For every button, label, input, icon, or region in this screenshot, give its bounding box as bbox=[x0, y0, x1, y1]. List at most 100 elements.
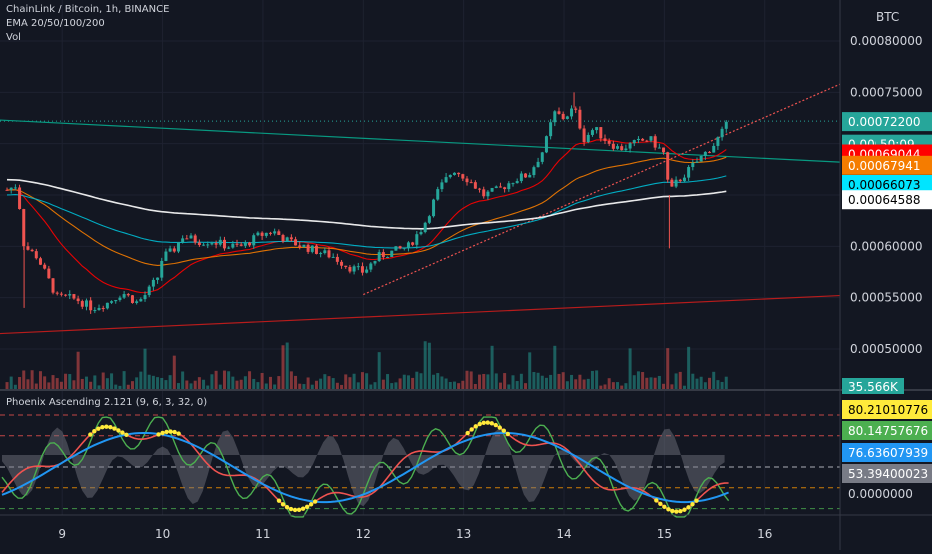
osc-signal-dot bbox=[469, 427, 474, 432]
volume-bar bbox=[18, 377, 22, 390]
volume-bar bbox=[603, 384, 607, 390]
candle-body bbox=[482, 189, 486, 197]
volume-indicator-label: Vol bbox=[6, 32, 21, 43]
volume-bar bbox=[628, 348, 632, 390]
volume-bar bbox=[22, 370, 26, 390]
osc-signal-dot bbox=[505, 431, 511, 437]
volume-bar bbox=[243, 376, 247, 390]
candle-body bbox=[93, 310, 97, 312]
y-tick-label: 0.00060000 bbox=[850, 239, 923, 253]
volume-bar bbox=[549, 374, 553, 390]
osc-value-bg bbox=[842, 421, 932, 440]
volume-bar bbox=[51, 375, 55, 390]
price-label-bg bbox=[842, 190, 932, 210]
candle-body bbox=[607, 140, 611, 144]
volume-bar bbox=[524, 383, 528, 390]
osc-signal-dot bbox=[489, 421, 494, 426]
candle-body bbox=[64, 294, 68, 296]
volume-value-bg bbox=[842, 378, 904, 394]
volume-bar bbox=[662, 383, 666, 390]
volume-bar bbox=[76, 351, 80, 390]
candle-body bbox=[549, 122, 553, 137]
volume-bar bbox=[498, 382, 502, 390]
candle-body bbox=[43, 264, 47, 269]
osc-signal-dot bbox=[88, 432, 93, 437]
price-label-bg bbox=[842, 112, 932, 132]
candle-body bbox=[114, 299, 118, 302]
price-label: 0.00072200 bbox=[848, 115, 921, 129]
x-tick-label: 12 bbox=[356, 527, 371, 541]
osc-signal-dot bbox=[164, 429, 169, 435]
volume-bar bbox=[101, 372, 105, 390]
candle-body bbox=[724, 121, 728, 129]
volume-bar bbox=[373, 382, 377, 390]
candle-body bbox=[494, 186, 498, 188]
candle-body bbox=[80, 301, 84, 307]
volume-bar bbox=[427, 342, 431, 390]
candle-body bbox=[298, 245, 302, 247]
osc-signal-dot bbox=[112, 426, 117, 431]
volume-bar bbox=[193, 380, 197, 390]
volume-bar bbox=[252, 378, 256, 390]
candle-body bbox=[519, 173, 523, 182]
candle-body bbox=[151, 279, 155, 287]
volume-bar bbox=[5, 382, 9, 390]
candle-body bbox=[143, 295, 147, 300]
volume-bar bbox=[197, 377, 201, 390]
osc-signal-dot bbox=[160, 430, 165, 436]
volume-bar bbox=[494, 373, 498, 390]
osc-signal-dot bbox=[674, 509, 679, 514]
trendline-green-resistance bbox=[0, 119, 841, 163]
volume-bar bbox=[377, 352, 381, 390]
volume-bar bbox=[13, 384, 17, 390]
candle-body bbox=[716, 137, 720, 146]
candle-body bbox=[105, 302, 109, 309]
volume-bar bbox=[176, 383, 180, 390]
candle-body bbox=[528, 175, 532, 178]
candle-body bbox=[498, 186, 502, 188]
candle-body bbox=[620, 146, 624, 151]
volume-bar bbox=[172, 355, 176, 390]
osc-signal-dot bbox=[485, 420, 490, 425]
candle-body bbox=[478, 188, 482, 190]
volume-bar bbox=[323, 374, 327, 390]
volume-bar bbox=[557, 373, 561, 390]
osc-signal-dot bbox=[116, 428, 121, 433]
osc-value-label: 80.14757676 bbox=[848, 424, 928, 438]
volume-bar bbox=[386, 374, 390, 390]
candle-body bbox=[390, 250, 394, 257]
volume-bar bbox=[260, 372, 264, 390]
candle-body bbox=[13, 187, 17, 189]
volume-bar bbox=[239, 379, 243, 390]
volume-bar bbox=[139, 371, 143, 390]
volume-bar bbox=[586, 378, 590, 390]
candle-body bbox=[335, 256, 339, 262]
candle-body bbox=[666, 152, 670, 180]
volume-bar bbox=[720, 381, 724, 390]
volume-bar bbox=[457, 383, 461, 390]
volume-bar bbox=[231, 376, 235, 390]
volume-bar bbox=[189, 383, 193, 390]
candle-body bbox=[30, 249, 34, 252]
volume-bar bbox=[114, 384, 118, 390]
candle-body bbox=[264, 232, 268, 236]
candle-body bbox=[703, 151, 707, 156]
candle-body bbox=[398, 246, 402, 249]
osc-signal-dot bbox=[686, 505, 691, 510]
candle-body bbox=[687, 167, 691, 178]
volume-bar bbox=[147, 374, 151, 390]
osc-signal-dot bbox=[292, 507, 298, 513]
osc-signal-dot bbox=[288, 506, 294, 512]
volume-bar bbox=[440, 376, 444, 390]
candle-body bbox=[306, 244, 310, 252]
volume-bar bbox=[511, 375, 515, 390]
volume-bar bbox=[682, 385, 686, 390]
volume-bar bbox=[294, 375, 298, 390]
candle-body bbox=[84, 300, 88, 307]
candle-body bbox=[511, 183, 515, 185]
volume-bar bbox=[273, 384, 277, 390]
volume-bar bbox=[156, 377, 160, 390]
volume-bar bbox=[390, 383, 394, 390]
candle-body bbox=[89, 300, 93, 311]
